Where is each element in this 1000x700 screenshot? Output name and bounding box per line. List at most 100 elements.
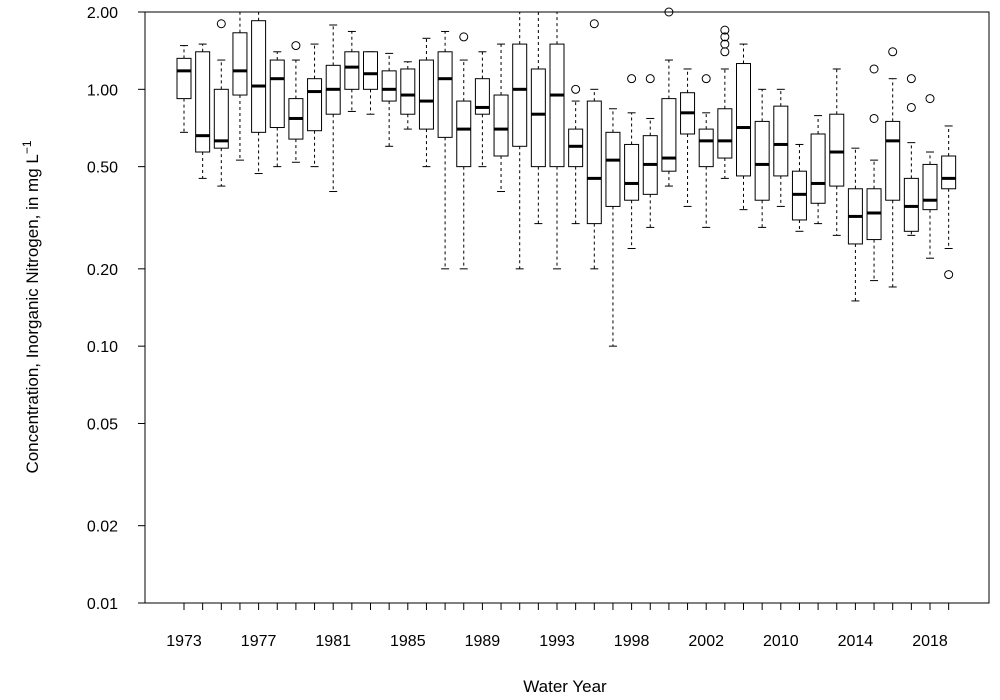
box-iqr [213,88,229,149]
box-group [754,88,770,228]
box-group [400,61,416,130]
box-group [176,45,192,133]
box-iqr [474,78,490,115]
box-group [717,25,733,179]
box-group [288,41,304,163]
outlier-point [589,19,599,29]
box-iqr [605,131,621,207]
box-iqr [418,59,434,130]
plot-frame [144,11,990,604]
box-iqr [661,98,677,172]
box-iqr [941,155,957,190]
outlier-point [869,113,879,123]
x-tick-label: 2014 [838,633,874,650]
box-iqr [810,133,826,204]
x-tick-label: 2018 [912,633,948,650]
outlier-point [459,32,469,42]
box-group [195,43,211,179]
box-iqr [717,108,733,159]
box-group [829,68,845,236]
box-iqr [456,100,472,168]
box-iqr [493,94,509,157]
outlier-point [869,64,879,74]
box-group [866,64,882,282]
box-group [922,94,938,259]
y-tick-label: 0.05 [87,416,118,433]
box-group [512,11,528,270]
outlier-point [216,19,226,29]
x-axis-title: Water Year [523,677,607,696]
plot-area [176,7,957,347]
box-group [381,52,397,147]
box-iqr [885,120,901,201]
y-axis-title-superscript: −1 [20,140,34,154]
box-iqr [251,20,267,133]
box-iqr [381,70,397,102]
box-iqr [736,63,751,177]
box-iqr [530,68,546,168]
x-tick-label: 1981 [315,633,351,650]
y-tick-label: 0.20 [87,262,118,279]
x-tick-label: 1989 [465,633,501,650]
x-tick-label: 2010 [763,633,799,650]
outlier-point [645,74,655,84]
box-iqr [232,32,248,96]
y-axis-title-main: Concentration, Inorganic Nitrogen, in mg… [23,154,42,473]
box-iqr [754,120,770,201]
box-group [903,74,919,236]
box-iqr [176,57,192,100]
box-group [269,51,285,168]
x-tick-label: 2002 [688,633,724,650]
box-group [885,47,901,288]
box-group [847,147,863,302]
box-group [232,11,248,161]
box-iqr [829,113,845,187]
outlier-point [906,74,916,84]
outlier-point [720,25,730,35]
box-iqr [195,51,211,153]
box-group [642,74,658,228]
box-iqr [586,100,602,225]
box-iqr [400,68,416,115]
box-iqr [698,128,714,168]
outlier-point [701,74,711,84]
box-iqr [773,105,789,177]
box-group [586,19,602,270]
box-group [624,74,640,250]
y-tick-label: 1.00 [87,82,118,99]
box-iqr [344,51,360,90]
box-iqr [363,51,378,90]
y-axis: 0.01 0.02 0.05 0.10 0.20 0.50 1.00 2.00 [87,5,145,613]
y-tick-label: 2.00 [87,5,118,22]
box-group [493,43,509,193]
box-group [698,74,714,228]
x-tick-label: 1998 [614,633,650,650]
box-group [474,51,490,168]
outlier-point [571,84,581,94]
box-iqr [903,177,919,232]
box-group [605,108,621,347]
box-group [680,68,696,207]
y-tick-label: 0.10 [87,339,118,356]
y-axis-title: Concentration, Inorganic Nitrogen, in mg… [20,140,42,473]
box-group [773,88,789,207]
y-tick-label: 0.50 [87,160,118,177]
box-group [213,19,229,187]
box-iqr [922,163,938,211]
box-group [736,43,751,211]
y-tick-label: 0.01 [87,596,118,613]
x-tick-label: 1977 [241,633,277,650]
box-group [791,143,807,232]
box-group [325,24,341,193]
outlier-point [888,47,898,57]
box-group [363,51,378,115]
outlier-point [627,74,637,84]
box-iqr [549,43,565,168]
outlier-point [291,41,301,51]
outlier-point [944,270,954,280]
box-iqr [437,51,453,138]
outlier-point [720,32,730,42]
box-iqr [512,43,528,147]
x-tick-label: 1993 [539,633,575,650]
